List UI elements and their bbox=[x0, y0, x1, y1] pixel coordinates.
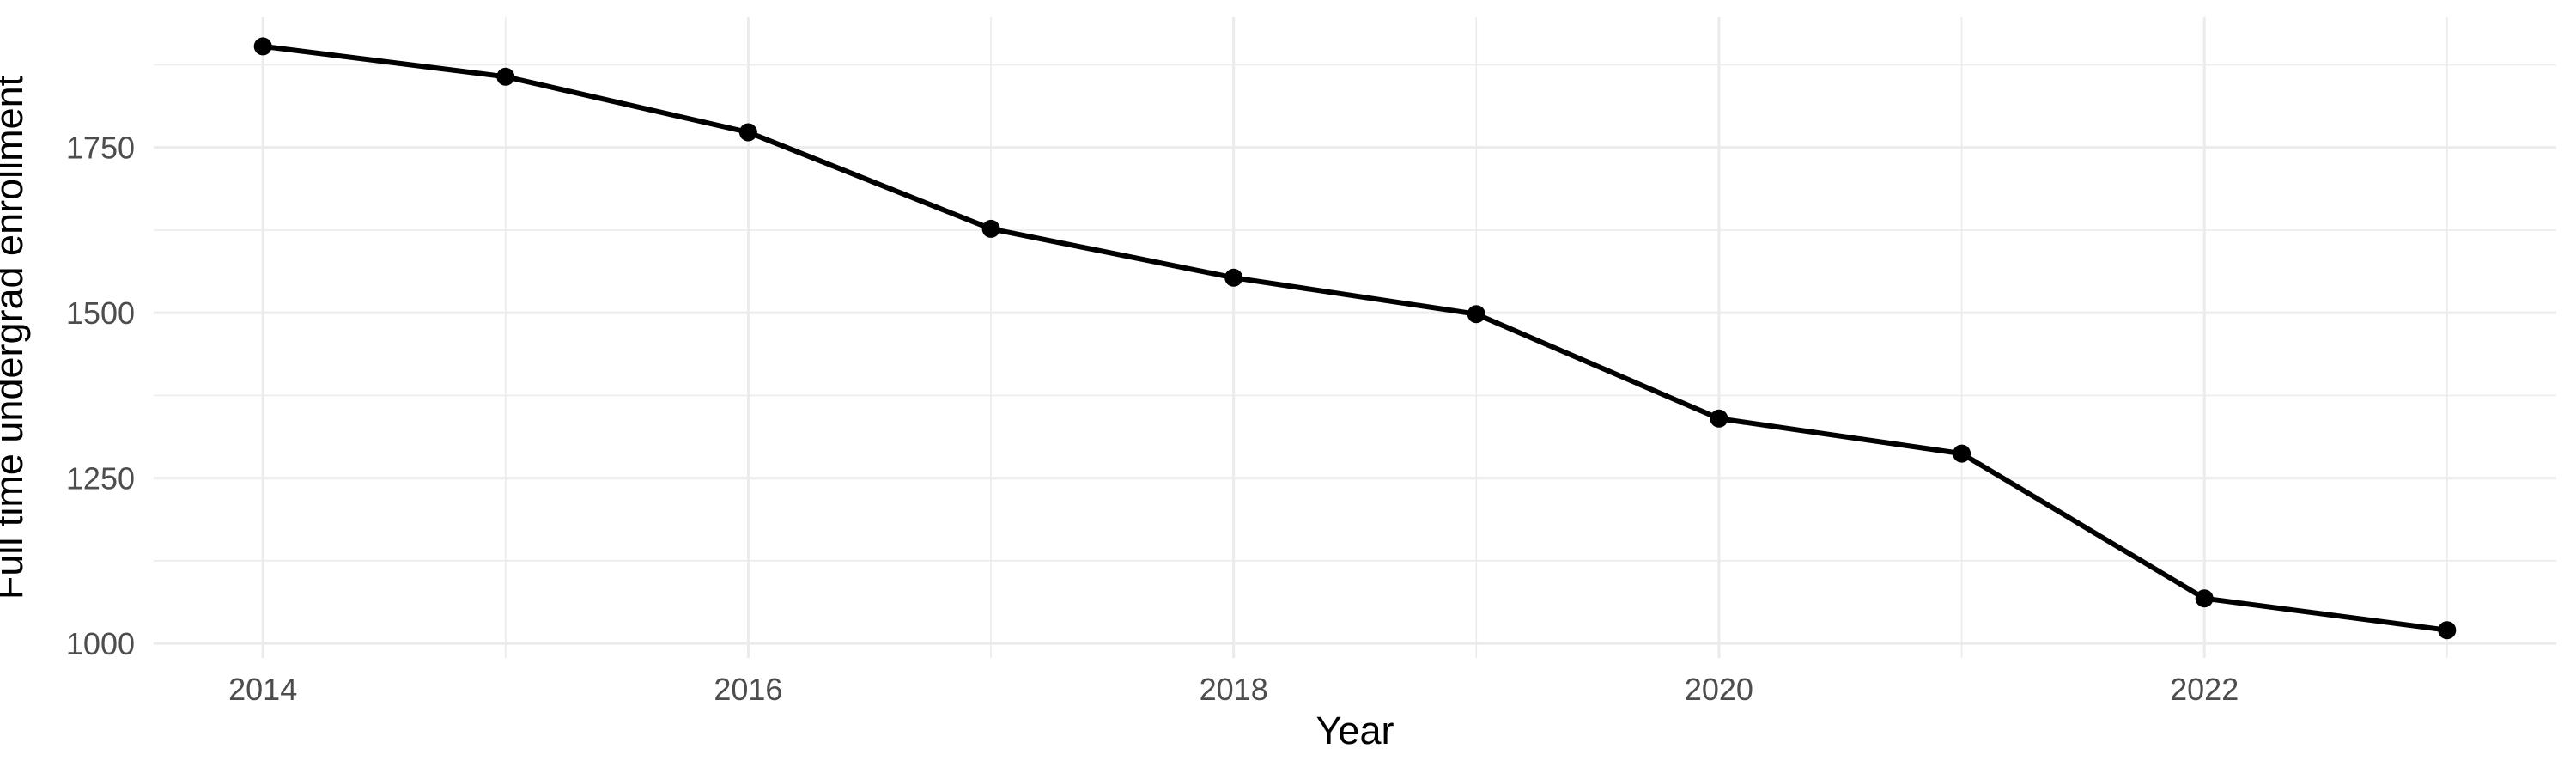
data-series-points bbox=[253, 37, 2457, 640]
x-tick-label-2016: 2016 bbox=[714, 672, 782, 707]
data-point-2022 bbox=[2195, 589, 2214, 608]
data-point-2020 bbox=[1710, 409, 1728, 428]
x-axis-title: Year bbox=[1316, 709, 1394, 752]
data-point-2018 bbox=[1224, 268, 1243, 287]
y-tick-label-1250: 1250 bbox=[66, 461, 135, 496]
y-tick-label-1000: 1000 bbox=[66, 626, 135, 661]
minor-gridlines bbox=[154, 17, 2556, 658]
data-point-2023 bbox=[2438, 621, 2457, 640]
y-axis-title: Full time undergrad enrollment bbox=[0, 75, 31, 600]
data-series-line bbox=[262, 43, 2448, 633]
y-tick-label-1750: 1750 bbox=[66, 131, 135, 166]
major-gridlines bbox=[154, 17, 2556, 658]
x-tick-label-2014: 2014 bbox=[228, 672, 297, 707]
x-axis-tick-labels: 2014 2016 2018 2020 2022 bbox=[228, 672, 2239, 707]
x-tick-label-2018: 2018 bbox=[1200, 672, 1268, 707]
data-point-2017 bbox=[981, 219, 1000, 238]
x-tick-label-2022: 2022 bbox=[2170, 672, 2239, 707]
data-point-2021 bbox=[1953, 444, 1971, 463]
data-point-2014 bbox=[253, 37, 272, 56]
data-point-2015 bbox=[496, 67, 515, 86]
data-point-2016 bbox=[738, 123, 757, 142]
data-point-2019 bbox=[1467, 305, 1485, 324]
y-axis-tick-labels: 1000 1250 1500 1750 bbox=[66, 131, 135, 661]
enrollment-trend-line bbox=[262, 43, 2448, 633]
x-tick-label-2020: 2020 bbox=[1685, 672, 1753, 707]
y-tick-label-1500: 1500 bbox=[66, 295, 135, 331]
